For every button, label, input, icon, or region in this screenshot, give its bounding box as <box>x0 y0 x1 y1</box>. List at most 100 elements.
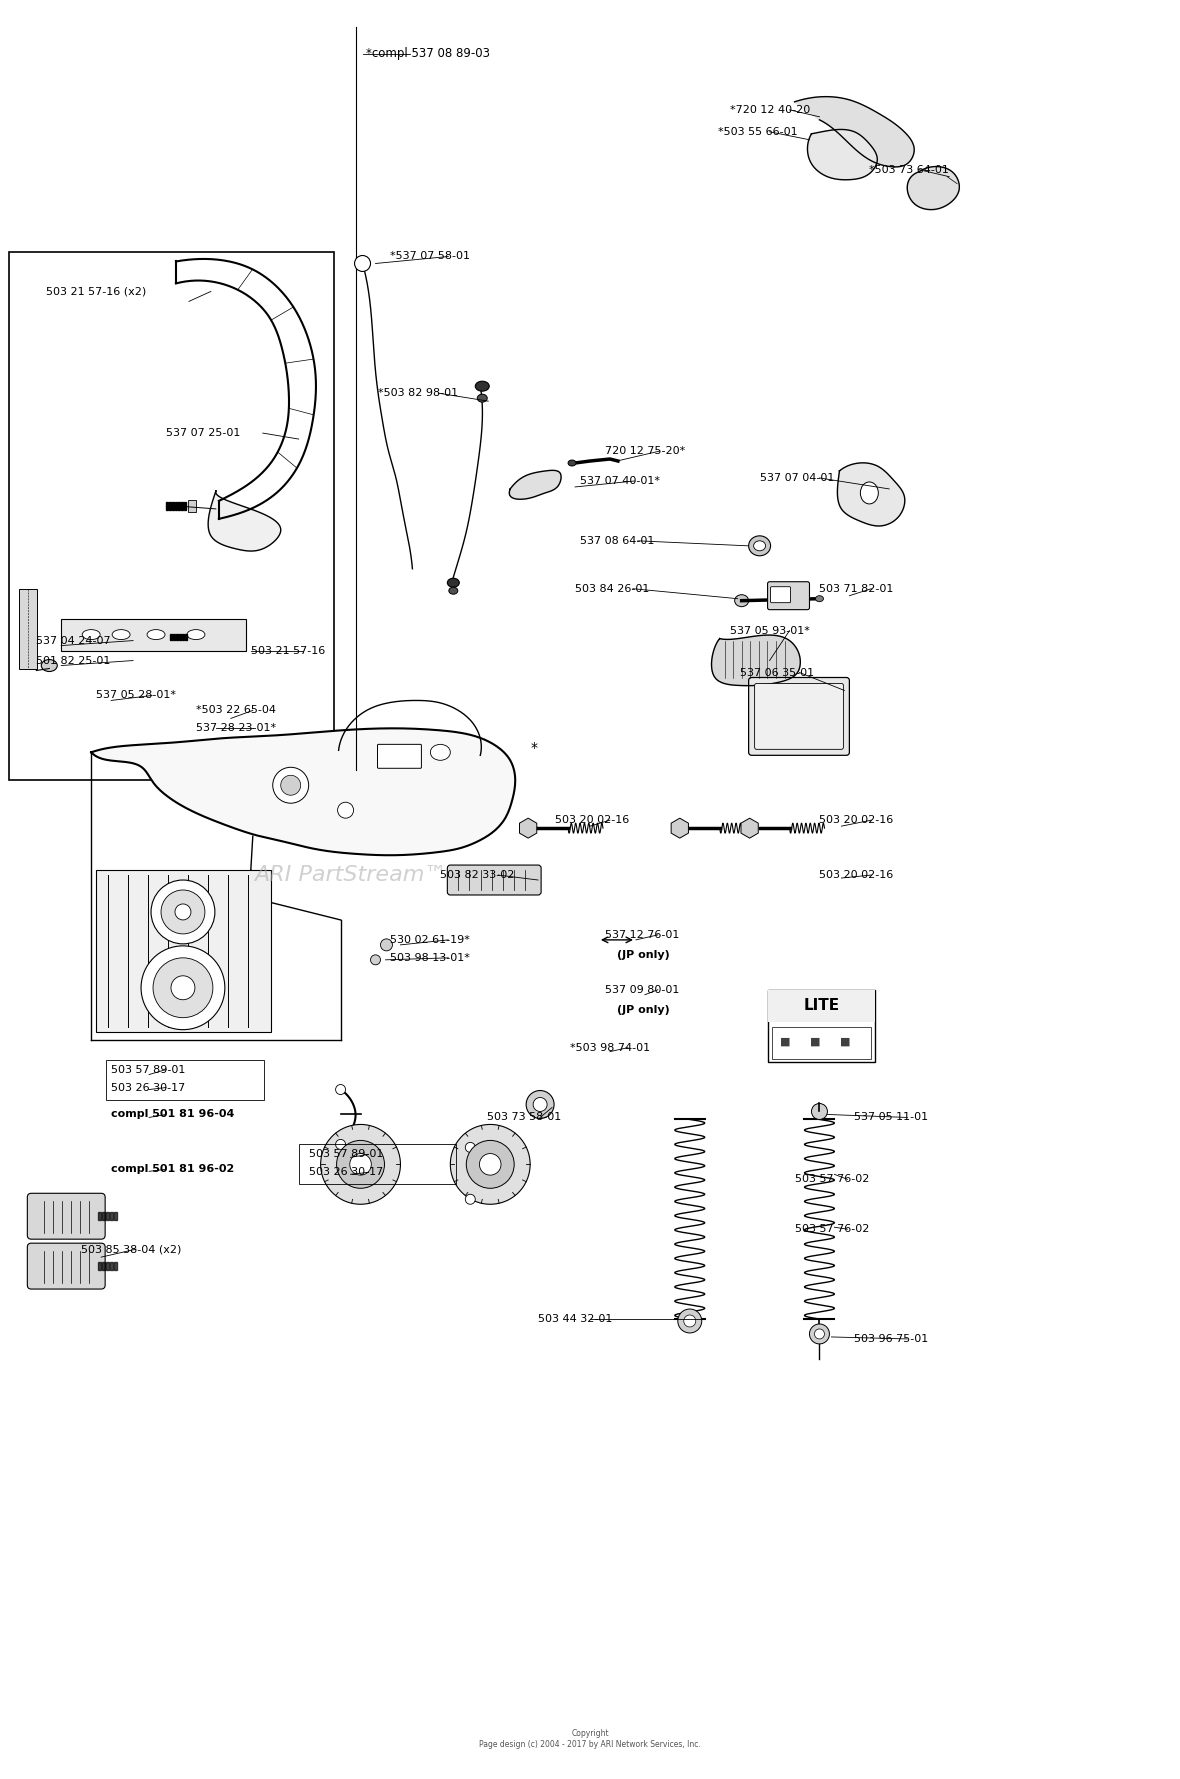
Text: 537 28 23-01*: 537 28 23-01* <box>196 724 276 733</box>
Bar <box>106 1211 109 1220</box>
Ellipse shape <box>186 630 205 640</box>
Text: compl 501 81 96-04: compl 501 81 96-04 <box>111 1110 235 1119</box>
Circle shape <box>160 890 205 934</box>
Text: 503 82 33-02: 503 82 33-02 <box>440 870 514 881</box>
Text: *503 73 64-01: *503 73 64-01 <box>870 165 949 174</box>
Text: 503 57 89-01: 503 57 89-01 <box>309 1149 384 1160</box>
Circle shape <box>153 957 212 1018</box>
Circle shape <box>371 955 380 964</box>
Text: 537 05 28-01*: 537 05 28-01* <box>96 690 176 701</box>
Circle shape <box>281 776 301 795</box>
Ellipse shape <box>431 744 451 760</box>
Bar <box>179 633 181 640</box>
Ellipse shape <box>568 461 576 466</box>
Text: *503 22 65-04: *503 22 65-04 <box>196 706 276 715</box>
FancyBboxPatch shape <box>748 678 850 756</box>
Text: 503 96 75-01: 503 96 75-01 <box>854 1334 929 1343</box>
Ellipse shape <box>41 660 58 671</box>
Text: 503 20 02-16: 503 20 02-16 <box>555 815 629 825</box>
Ellipse shape <box>815 596 824 601</box>
Circle shape <box>349 1153 372 1176</box>
Text: 537 06 35-01: 537 06 35-01 <box>740 667 814 678</box>
Text: 503 71 82-01: 503 71 82-01 <box>819 584 893 594</box>
Text: 537 07 04-01: 537 07 04-01 <box>760 473 834 482</box>
Circle shape <box>533 1098 548 1112</box>
Text: 503 21 57-16 (x2): 503 21 57-16 (x2) <box>46 286 146 297</box>
Bar <box>9 251 334 781</box>
Circle shape <box>814 1329 825 1340</box>
Text: 720 12 75-20*: 720 12 75-20* <box>605 447 686 455</box>
Ellipse shape <box>83 630 100 640</box>
Text: ARI PartStream™: ARI PartStream™ <box>254 865 447 884</box>
FancyBboxPatch shape <box>447 865 542 895</box>
Bar <box>173 633 175 640</box>
Circle shape <box>273 767 309 802</box>
Bar <box>299 1144 457 1185</box>
Text: 537 12 76-01: 537 12 76-01 <box>605 930 680 939</box>
FancyBboxPatch shape <box>27 1244 105 1290</box>
Circle shape <box>354 256 371 272</box>
Polygon shape <box>907 167 959 210</box>
Text: 503 98 13-01*: 503 98 13-01* <box>391 954 471 962</box>
Text: 503 57 76-02: 503 57 76-02 <box>794 1174 868 1185</box>
Bar <box>767 989 876 1023</box>
Ellipse shape <box>860 482 878 503</box>
Text: 537 07 40-01*: 537 07 40-01* <box>581 477 660 486</box>
FancyBboxPatch shape <box>27 1194 105 1240</box>
Bar <box>767 989 876 1062</box>
Polygon shape <box>838 463 905 527</box>
Circle shape <box>142 946 225 1030</box>
Ellipse shape <box>447 578 459 587</box>
Bar <box>166 502 168 511</box>
Ellipse shape <box>448 587 458 594</box>
Bar <box>98 1261 101 1270</box>
Text: 503 21 57-16: 503 21 57-16 <box>251 646 325 656</box>
Bar <box>169 502 171 511</box>
Text: 537 05 93-01*: 537 05 93-01* <box>729 626 809 635</box>
Circle shape <box>335 1139 346 1149</box>
Ellipse shape <box>476 381 490 391</box>
Circle shape <box>171 977 195 1000</box>
Text: *: * <box>530 742 537 756</box>
Ellipse shape <box>735 594 748 607</box>
Text: ■: ■ <box>780 1037 791 1046</box>
FancyBboxPatch shape <box>771 587 791 603</box>
Text: 503 26 30-17: 503 26 30-17 <box>111 1083 185 1092</box>
Bar <box>114 1261 117 1270</box>
FancyBboxPatch shape <box>755 683 844 749</box>
Bar <box>103 1211 105 1220</box>
Text: 530 02 61-19*: 530 02 61-19* <box>391 936 471 945</box>
Bar <box>110 1261 113 1270</box>
Circle shape <box>337 802 354 818</box>
Text: 503 85 38-04 (x2): 503 85 38-04 (x2) <box>81 1244 182 1254</box>
Text: compl 501 81 96-02: compl 501 81 96-02 <box>111 1163 235 1174</box>
Ellipse shape <box>477 395 487 402</box>
Bar <box>61 619 245 651</box>
Polygon shape <box>807 130 877 180</box>
Bar <box>175 502 177 511</box>
Text: 537 04 24-07: 537 04 24-07 <box>37 635 111 646</box>
Circle shape <box>812 1103 827 1119</box>
Text: *503 82 98-01: *503 82 98-01 <box>379 388 459 398</box>
Text: ■: ■ <box>811 1037 821 1046</box>
Text: 537 05 11-01: 537 05 11-01 <box>854 1112 929 1123</box>
Text: 503 57 76-02: 503 57 76-02 <box>794 1224 868 1235</box>
Bar <box>182 633 184 640</box>
Circle shape <box>465 1194 476 1204</box>
Polygon shape <box>794 96 915 167</box>
Ellipse shape <box>748 535 771 555</box>
Bar <box>19 589 38 669</box>
Text: 537 08 64-01: 537 08 64-01 <box>581 535 655 546</box>
Text: Copyright
Page design (c) 2004 - 2017 by ARI Network Services, Inc.: Copyright Page design (c) 2004 - 2017 by… <box>479 1729 701 1749</box>
Circle shape <box>336 1140 385 1188</box>
Bar <box>106 1261 109 1270</box>
FancyBboxPatch shape <box>767 582 809 610</box>
Ellipse shape <box>754 541 766 551</box>
Polygon shape <box>208 491 281 551</box>
FancyBboxPatch shape <box>378 744 421 769</box>
Bar <box>185 633 186 640</box>
Bar <box>176 633 178 640</box>
Text: LITE: LITE <box>804 998 839 1012</box>
Bar <box>188 500 196 512</box>
Text: *compl 537 08 89-03: *compl 537 08 89-03 <box>366 48 490 60</box>
